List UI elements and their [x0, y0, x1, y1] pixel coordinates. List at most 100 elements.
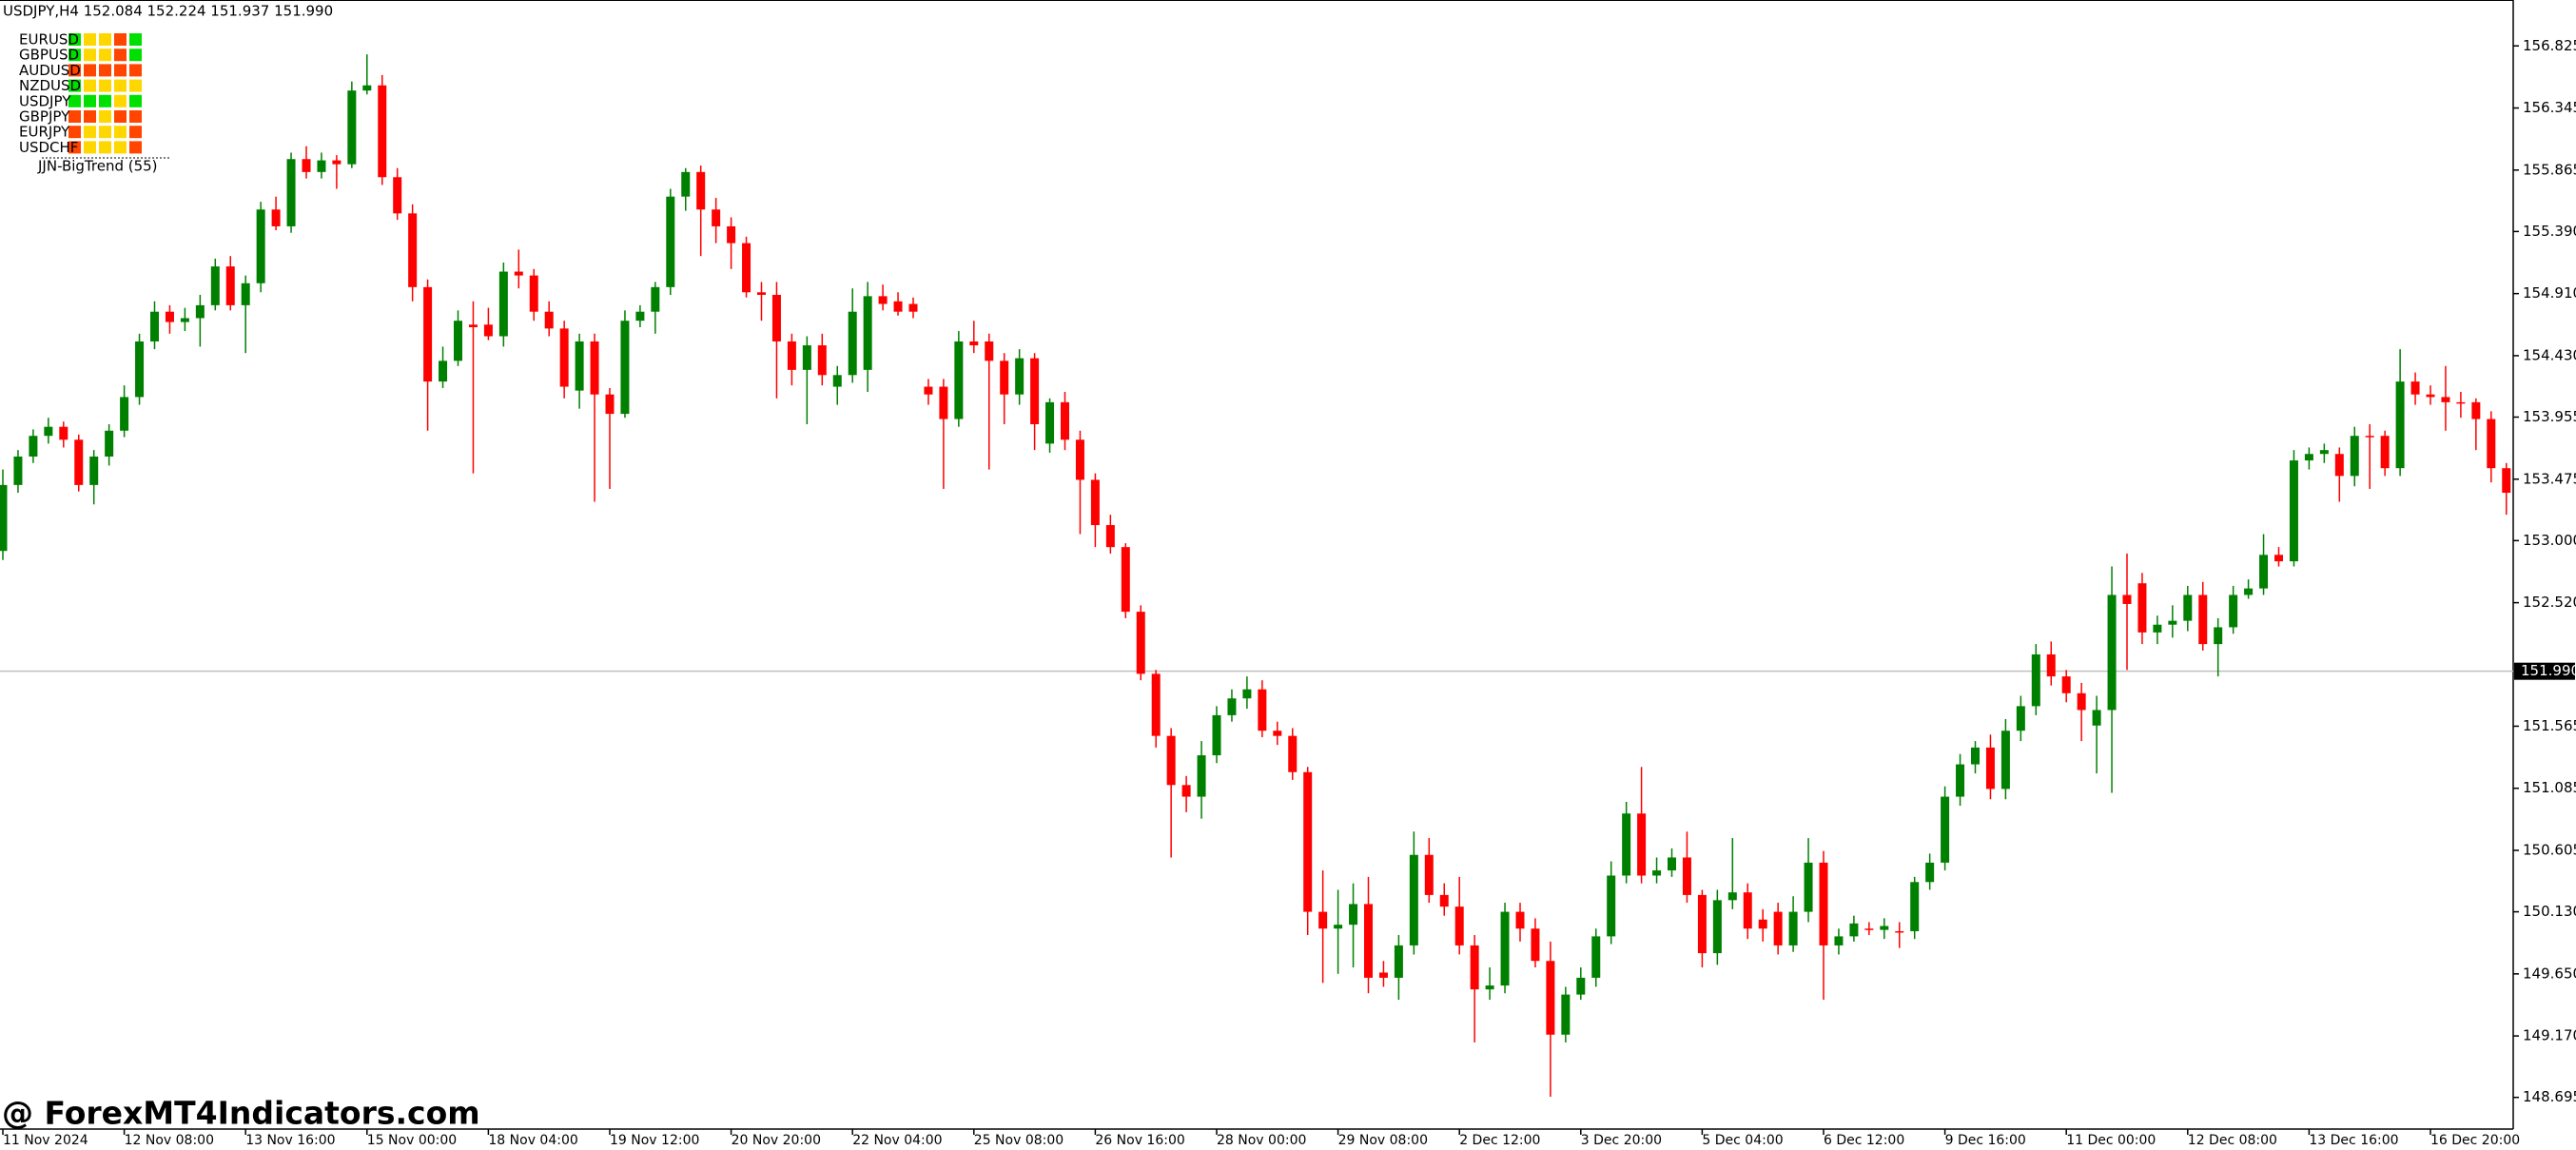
candle-body [1727, 892, 1737, 901]
candle-body [2304, 454, 2313, 461]
candle-body [1712, 900, 1722, 954]
candle-body [1864, 928, 1874, 930]
current-price-box [2514, 662, 2575, 680]
candle-body [1607, 875, 1616, 937]
candle-body [1334, 925, 1343, 929]
x-tick-label: 12 Nov 08:00 [125, 1133, 214, 1148]
candle-body [1151, 673, 1161, 736]
candle-body [727, 225, 736, 244]
trend-cell [68, 79, 81, 92]
candle-body [787, 341, 796, 370]
candle-body [1105, 525, 1115, 548]
trend-cell [129, 110, 142, 123]
candle-body [1531, 928, 1540, 962]
candle-body [2214, 627, 2223, 645]
candle-body [439, 361, 448, 382]
candle-body [2426, 394, 2435, 398]
x-tick-label: 29 Nov 08:00 [1338, 1133, 1428, 1148]
candle-body [1971, 747, 1980, 765]
candle-body [1273, 731, 1282, 736]
trend-cell [129, 64, 142, 77]
candle-body [1788, 911, 1798, 945]
x-tick-label: 22 Nov 04:00 [852, 1133, 942, 1148]
candle-body [44, 426, 53, 437]
candle-body [2289, 460, 2298, 562]
candle-body [2441, 397, 2450, 402]
trend-cell [84, 126, 96, 139]
candle-body [1804, 862, 1813, 912]
candle-body [2031, 653, 2040, 707]
candle-body [2380, 436, 2390, 469]
candle-body [1910, 882, 1920, 931]
candle-body [1500, 911, 1510, 986]
candle-body [1758, 919, 1767, 929]
candle-body [2061, 676, 2071, 693]
y-tick-label: 150.130 [2523, 903, 2576, 920]
candle-body [1000, 361, 1009, 395]
candle-body [1227, 698, 1237, 715]
y-tick-label: 154.910 [2523, 284, 2576, 302]
candle-body [1242, 689, 1252, 699]
candle-body [241, 283, 250, 305]
candle-body [2350, 436, 2359, 477]
candle-body [1075, 439, 1084, 480]
candle-body [2153, 624, 2162, 633]
trend-cell [114, 126, 127, 139]
trend-cell [84, 49, 96, 62]
y-tick-label: 155.390 [2523, 223, 2576, 240]
candle-body [1364, 904, 1373, 978]
candle-body [2168, 620, 2177, 625]
candle-body [1849, 923, 1859, 937]
candle-body [74, 439, 84, 485]
y-tick-label: 152.520 [2523, 594, 2576, 611]
candle-body [1819, 862, 1828, 945]
candle-body [2229, 594, 2238, 628]
trend-cell [114, 94, 127, 107]
trend-cell [99, 110, 111, 123]
chart-header: USDJPY,H4 152.084 152.224 151.937 151.99… [3, 3, 333, 20]
candle-body [2077, 692, 2086, 711]
y-tick-label: 155.865 [2523, 161, 2576, 178]
candle-body [1061, 401, 1069, 440]
candle-body [1682, 857, 1691, 895]
trend-cell [68, 94, 81, 107]
candle-body [2016, 706, 2025, 731]
candle-body [2198, 594, 2208, 645]
candle-body [939, 386, 948, 419]
watermark: @ ForexMT4Indicators.com [2, 1095, 480, 1132]
candle-body [1045, 401, 1055, 444]
indicator-panel: JJN-BigTrend (55) EURUSDGBPUSDAUDUSDNZDU… [19, 31, 169, 175]
trend-cell [114, 49, 127, 62]
candle-body [1652, 870, 1662, 876]
candle-body [1925, 862, 1935, 883]
candle-body [1439, 894, 1449, 907]
candle-body [2107, 594, 2117, 711]
candle-body [165, 311, 174, 322]
candle-body [1015, 358, 1025, 395]
y-tick-label: 151.565 [2523, 717, 2576, 734]
candle-body [0, 484, 8, 552]
candle-body [483, 324, 493, 337]
candle-body [893, 301, 903, 312]
x-tick-label: 5 Dec 04:00 [1702, 1133, 1783, 1148]
candle-body [696, 171, 706, 210]
candle-body [878, 296, 888, 304]
candle-body [1697, 894, 1707, 954]
candle-body [590, 341, 599, 395]
trend-cell [114, 141, 127, 154]
candle-body [1895, 930, 1904, 933]
trend-cell [114, 79, 127, 92]
trend-cell [68, 33, 81, 46]
candle-body [271, 209, 281, 226]
candle-body [347, 90, 357, 165]
x-tick-label: 15 Nov 00:00 [367, 1133, 457, 1148]
trend-cell [114, 33, 127, 46]
trend-cell [129, 33, 142, 46]
candle-body [362, 85, 372, 91]
x-tick-label: 2 Dec 12:00 [1459, 1133, 1540, 1148]
trend-cell [99, 94, 111, 107]
candle-body [924, 386, 933, 395]
candle-body [1546, 961, 1555, 1035]
candle-body [1470, 945, 1479, 990]
